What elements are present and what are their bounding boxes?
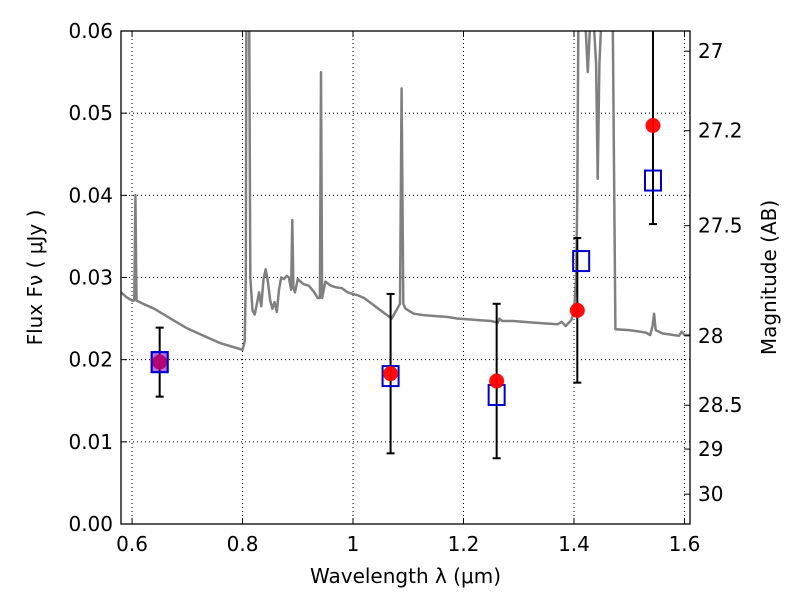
x-tick-label: 1 — [347, 532, 360, 556]
y-tick-label: 0.05 — [68, 101, 113, 125]
y2-tick-label: 28.5 — [698, 393, 743, 417]
plot-area — [121, 31, 690, 460]
x-tick-label: 1.2 — [448, 532, 480, 556]
observed-flux-point — [489, 373, 505, 389]
y2-tick-label: 29 — [698, 437, 723, 461]
model-flux-square — [381, 365, 400, 388]
x-tick-label: 1.4 — [558, 532, 590, 556]
observed-flux-point — [383, 366, 399, 382]
y2-tick-label: 27.2 — [698, 119, 743, 143]
y2-axis-title: Magnitude (AB) — [757, 200, 781, 355]
y-tick-label: 0.06 — [68, 19, 113, 43]
y2-tick-label: 27 — [698, 39, 723, 63]
y2-tick-label: 30 — [698, 482, 723, 506]
y-tick-label: 0.04 — [68, 183, 113, 207]
model-flux-square — [643, 169, 662, 192]
y-tick-label: 0.00 — [68, 512, 113, 536]
x-axis-title: Wavelength λ (μm) — [310, 564, 501, 588]
y2-tick-label: 28 — [698, 324, 723, 348]
y2-tick-label: 27.5 — [698, 214, 743, 238]
axis-ticks: 0.6 0.8 1 1.2 1.4 1.6 0.00 0.01 0.02 0.03 0.04 0.05… — [68, 19, 742, 556]
x-tick-label: 1.6 — [669, 532, 701, 556]
model-flux-square-overlap — [150, 351, 169, 374]
y-tick-label: 0.01 — [68, 430, 113, 454]
y-tick-label: 0.03 — [68, 266, 113, 290]
model-spectrum-line — [121, 31, 690, 352]
observed-flux-point — [645, 117, 661, 133]
model-flux-square — [572, 250, 591, 273]
x-tick-label: 0.6 — [116, 532, 148, 556]
y-tick-label: 0.02 — [68, 348, 113, 372]
x-tick-label: 0.8 — [227, 532, 259, 556]
y-axis-title: Flux Fν ( μJy ) — [23, 210, 47, 346]
observed-flux-point — [569, 302, 585, 318]
